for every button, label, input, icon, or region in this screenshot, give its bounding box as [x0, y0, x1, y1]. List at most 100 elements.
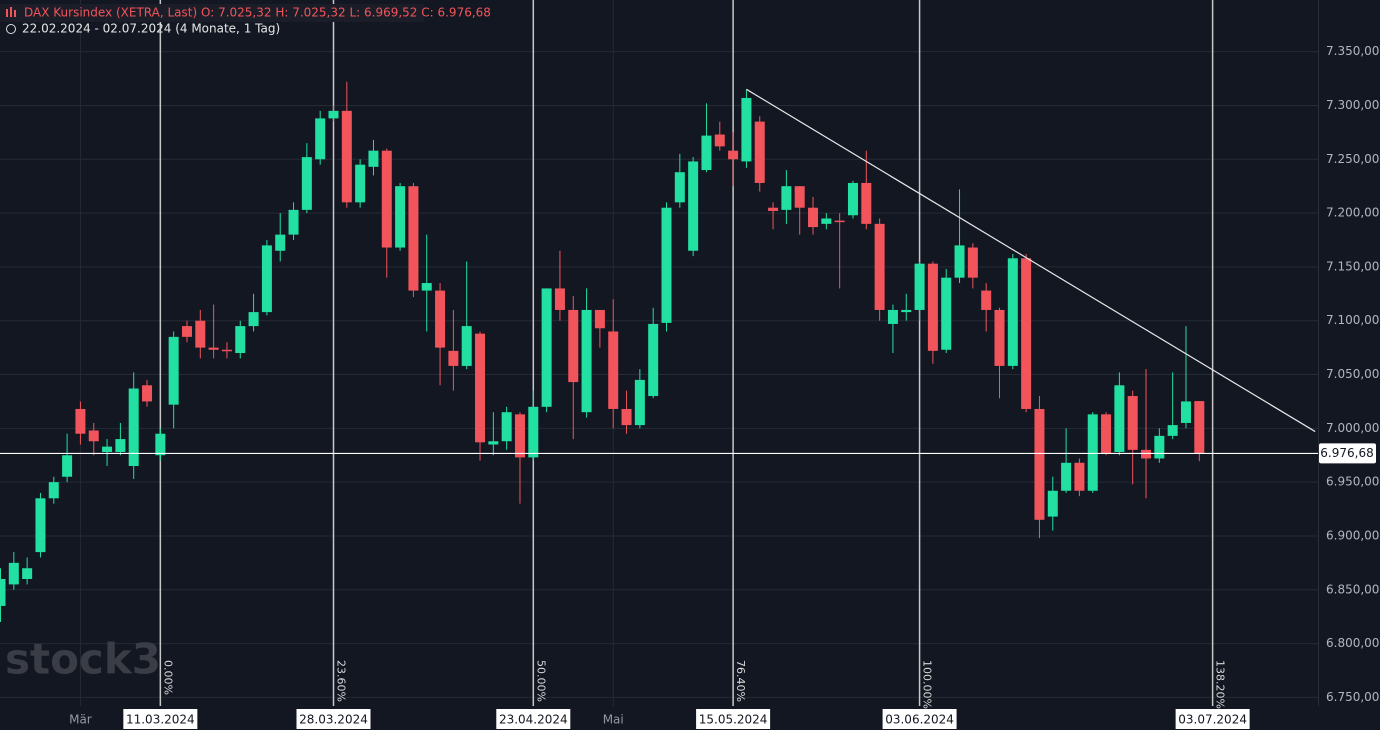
candle-body: [115, 439, 126, 453]
candle-body: [315, 118, 326, 160]
candle-body: [448, 350, 459, 366]
candle-body: [248, 312, 259, 327]
trendline: [746, 88, 1316, 433]
x-tick-label: 11.03.2024: [126, 713, 195, 727]
candle-body: [341, 110, 352, 203]
candle-body: [1127, 396, 1138, 450]
candle-body: [821, 218, 832, 224]
candle-body: [22, 568, 33, 580]
candle-body: [554, 288, 565, 310]
x-tick-label: Mai: [603, 713, 624, 727]
candle-body: [1021, 258, 1032, 409]
candle-body: [981, 290, 992, 310]
candle-body: [235, 326, 246, 353]
candle-body: [994, 309, 1005, 366]
last-price-box: [1319, 443, 1376, 464]
title-bg: [0, 4, 424, 22]
candle-body: [741, 97, 752, 162]
candle-body: [674, 172, 685, 203]
candle-body: [461, 326, 472, 366]
candle-body: [88, 430, 99, 442]
candle-body: [1101, 414, 1112, 454]
date-label-box: [123, 709, 198, 729]
y-tick-label: 6.900,00: [1326, 528, 1379, 542]
y-tick-label: 6.950,00: [1326, 475, 1379, 489]
fib-label: 50.00%: [534, 660, 547, 702]
candle-body: [608, 331, 619, 409]
fib-label: 76.40%: [734, 660, 747, 702]
fib-label: 138.20%: [1214, 660, 1227, 709]
candle-body: [648, 323, 659, 397]
candle-body: [8, 562, 19, 585]
candle-body: [781, 186, 792, 210]
candle-body: [887, 309, 898, 324]
candle-body: [967, 247, 978, 278]
candle-body: [1180, 401, 1191, 423]
clock-icon: [6, 24, 16, 34]
x-tick-label: 23.04.2024: [499, 713, 568, 727]
y-tick-label: 7.350,00: [1326, 44, 1379, 58]
candle-body: [1074, 462, 1085, 491]
date-label-box: [496, 709, 571, 729]
candle-body: [861, 182, 872, 224]
candle-body: [514, 414, 525, 458]
candle-body: [701, 135, 712, 171]
candle-body: [1007, 258, 1018, 366]
y-tick-label: 6.800,00: [1326, 636, 1379, 650]
y-tick-label: 7.150,00: [1326, 259, 1379, 273]
x-tick-label: 03.07.2024: [1178, 713, 1247, 727]
candle-body: [435, 290, 446, 348]
x-tick-label: Mär: [69, 713, 92, 727]
candle-body: [328, 110, 339, 119]
candle-body: [794, 186, 805, 208]
date-label-box: [296, 709, 371, 729]
candle-body: [75, 408, 86, 434]
last-price-label: 6.976,68: [1320, 446, 1373, 460]
candle-body: [421, 283, 432, 291]
grid: [0, 0, 1318, 706]
candle-body: [181, 326, 192, 337]
candle-body: [621, 408, 632, 426]
candle-body: [142, 385, 153, 402]
candle-body: [941, 277, 952, 350]
candle-body: [927, 263, 938, 351]
candle-body: [714, 134, 725, 147]
candle-body: [594, 309, 605, 329]
date-label-box: [696, 709, 771, 729]
y-tick-label: 7.050,00: [1326, 367, 1379, 381]
y-tick-label: 7.000,00: [1326, 421, 1379, 435]
candle-body: [1061, 462, 1072, 491]
candle-body: [541, 288, 552, 407]
candle-body: [847, 182, 858, 216]
candle-body: [1167, 425, 1178, 436]
candle-body: [408, 186, 419, 291]
candle-body: [195, 320, 206, 348]
date-label-box: [1175, 709, 1250, 729]
candle-body: [395, 186, 406, 248]
candle-body: [208, 347, 219, 350]
candle-body: [808, 207, 819, 228]
icon: [10, 7, 12, 17]
candle-body: [275, 234, 286, 251]
candle-body: [301, 157, 312, 210]
candle-body: [768, 207, 779, 211]
candle-body: [528, 406, 539, 458]
x-tick-label: 15.05.2024: [699, 713, 768, 727]
y-tick-label: 7.250,00: [1326, 152, 1379, 166]
candle-body: [1047, 490, 1058, 517]
candle-body: [1034, 408, 1045, 520]
y-tick-label: 7.200,00: [1326, 206, 1379, 220]
axis: 6.750,00 6.800,00 6.850,00 6.900,00 6.950,00…: [69, 44, 1379, 729]
candle-body: [221, 349, 232, 352]
watermark: stock3: [5, 635, 161, 684]
candle-body: [488, 441, 499, 445]
candle-body: [128, 388, 139, 467]
candle-body: [155, 433, 166, 456]
candle-body: [0, 579, 6, 606]
candle-body: [1114, 385, 1125, 453]
candle-body: [1141, 449, 1152, 459]
x-tick-label: 03.06.2024: [885, 713, 954, 727]
date-label-box: [882, 709, 957, 729]
candle-body: [102, 446, 113, 453]
